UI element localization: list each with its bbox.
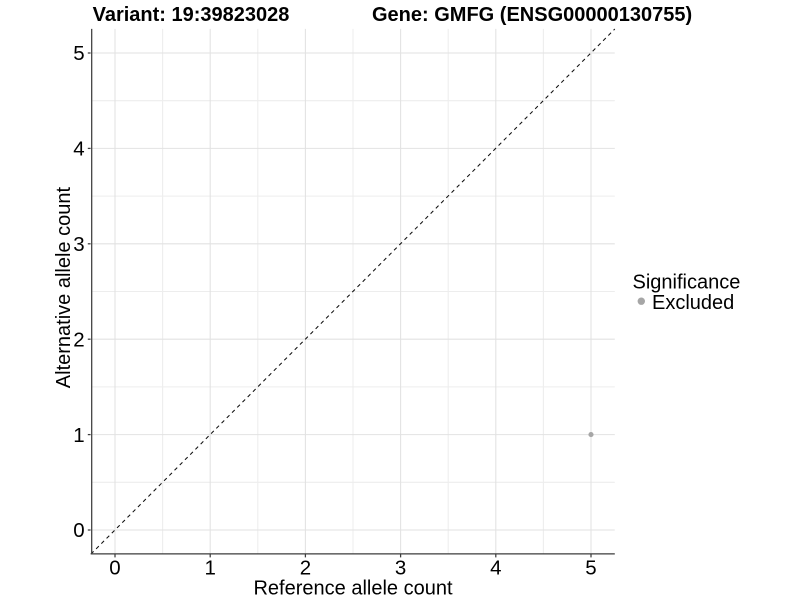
svg-text:0: 0 — [109, 556, 120, 579]
svg-text:Reference allele count: Reference allele count — [253, 577, 452, 599]
svg-text:0: 0 — [73, 519, 84, 542]
svg-text:2: 2 — [300, 556, 311, 579]
svg-text:Variant: 19:39823028: Variant: 19:39823028 — [93, 4, 290, 26]
svg-text:3: 3 — [395, 556, 406, 579]
svg-text:2: 2 — [73, 328, 84, 351]
svg-text:1: 1 — [73, 424, 84, 447]
svg-text:Excluded: Excluded — [652, 292, 734, 314]
svg-text:5: 5 — [585, 556, 596, 579]
svg-text:3: 3 — [73, 233, 84, 256]
svg-text:Alternative allele count: Alternative allele count — [53, 187, 75, 389]
svg-text:Significance: Significance — [633, 271, 741, 293]
svg-text:Gene: GMFG (ENSG00000130755): Gene: GMFG (ENSG00000130755) — [372, 4, 692, 26]
svg-text:4: 4 — [490, 556, 501, 579]
svg-text:1: 1 — [204, 556, 215, 579]
svg-text:4: 4 — [73, 138, 84, 161]
svg-text:5: 5 — [73, 42, 84, 65]
